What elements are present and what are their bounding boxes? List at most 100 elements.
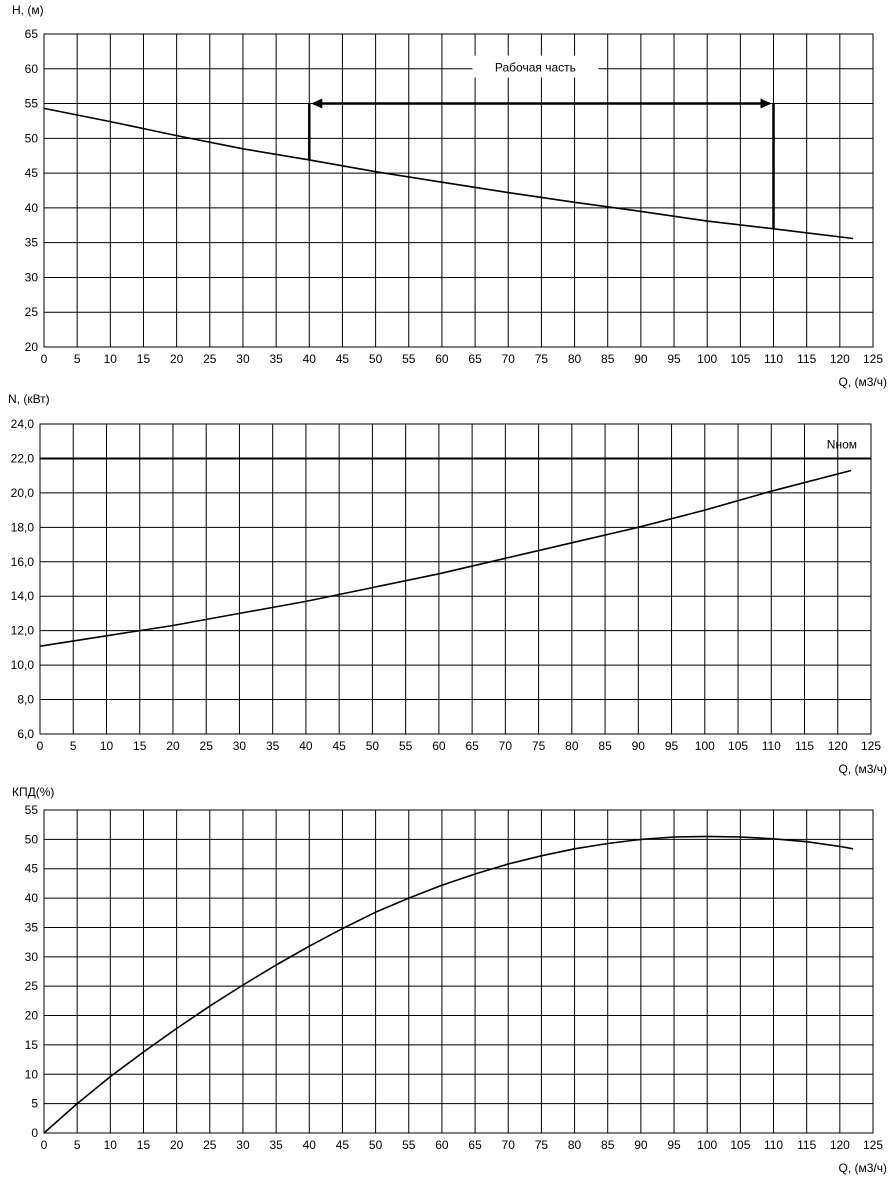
y-tick-label: 10,0 [11,658,35,672]
x-tick-label: 70 [502,352,516,366]
x-tick-label: 100 [697,352,717,366]
x-tick-label: 50 [366,739,380,753]
y-tick-label: 5 [31,1097,38,1111]
working-range-label-bg [472,55,599,78]
x-tick-label: 0 [41,1138,48,1152]
x-tick-label: 90 [634,352,648,366]
x-tick-label: 40 [299,739,313,753]
chart-3: 0 5 10 15 20 25 30 35 40 45 50 55 60 65 70 75 80 85 90 95 10… [12,785,887,1175]
y-tick-label: 60 [25,62,39,76]
y-tick-label: 22,0 [11,451,35,465]
x-tick-label: 125 [861,739,881,753]
x-tick-label: 105 [728,739,748,753]
y-tick-label: 30 [25,950,39,964]
y-tick-label: 55 [25,803,39,817]
x-tick-label: 40 [303,1138,317,1152]
x-tick-label: 120 [828,739,848,753]
y-tick-label: 20 [25,1009,39,1023]
x-tick-label: 80 [568,352,582,366]
x-tick-label: 95 [667,352,681,366]
x-tick-label: 40 [303,352,317,366]
x-tick-label: 100 [695,739,715,753]
x-tick-label: 25 [203,352,217,366]
x-tick-label: 120 [830,352,850,366]
x-tick-label: 90 [632,739,646,753]
y-tick-label: 65 [25,27,39,41]
x-tick-label: 60 [432,739,446,753]
working-range-label: Рабочая часть [495,61,576,75]
x-tick-label: 35 [266,739,280,753]
y-tick-label: 50 [25,131,39,145]
x-tick-label: 60 [435,1138,449,1152]
y-tick-label: 15 [25,1038,39,1052]
x-tick-label: 95 [667,1138,681,1152]
x-tick-label: 25 [203,1138,217,1152]
x-tick-label: 20 [170,1138,184,1152]
x-tick-label: 75 [535,352,549,366]
x-tick-label: 0 [37,739,44,753]
x-tick-label: 0 [41,352,48,366]
reference-line-label: Nном [827,437,857,451]
y-tick-label: 20,0 [11,486,35,500]
plot-frame [43,809,874,1134]
x-tick-label: 5 [74,1138,81,1152]
x-tick-label: 85 [601,1138,615,1152]
y-tick-label: 45 [25,862,39,876]
x-tick-label: 100 [697,1138,717,1152]
x-tick-label: 30 [233,739,247,753]
x-axis-label: Q, (м3/ч) [838,1161,887,1175]
x-tick-label: 65 [468,1138,482,1152]
chart-1: 0 5 10 15 20 25 30 35 40 45 50 55 60 65 70 75 80 85 90 95 10… [12,3,887,389]
x-tick-label: 10 [104,352,118,366]
x-tick-label: 125 [863,352,883,366]
y-tick-label: 40 [25,201,39,215]
x-tick-label: 65 [468,352,482,366]
x-tick-label: 45 [336,1138,350,1152]
x-tick-label: 10 [100,739,114,753]
x-tick-label: 80 [565,739,579,753]
y-tick-label: 20 [25,340,39,354]
x-tick-label: 60 [435,352,449,366]
x-tick-label: 115 [795,739,814,753]
y-tick-label: 16,0 [11,555,35,569]
y-tick-label: 25 [25,305,39,319]
x-tick-label: 110 [764,1138,783,1152]
x-tick-label: 15 [133,739,147,753]
x-tick-label: 110 [762,739,781,753]
x-tick-label: 5 [70,739,77,753]
x-axis-label: Q, (м3/ч) [838,375,887,389]
y-tick-label: 14,0 [11,589,35,603]
y-tick-label: 10 [25,1067,39,1081]
y-tick-label: 40 [25,891,39,905]
x-tick-label: 15 [137,352,151,366]
x-tick-label: 95 [665,739,679,753]
x-tick-label: 20 [170,352,184,366]
x-tick-label: 90 [634,1138,648,1152]
y-tick-label: 12,0 [11,624,35,638]
x-tick-label: 125 [863,1138,883,1152]
x-tick-label: 80 [568,1138,582,1152]
arrowhead-left-icon [311,98,323,109]
x-tick-label: 45 [332,739,346,753]
y-tick-label: 0 [31,1126,38,1140]
y-tick-label: 35 [25,920,39,934]
y-tick-label: 30 [25,270,39,284]
y-tick-label: 25 [25,979,39,993]
y-tick-label: 18,0 [11,520,35,534]
x-tick-label: 105 [730,1138,750,1152]
x-tick-label: 85 [601,352,615,366]
x-tick-label: 70 [499,739,513,753]
x-tick-label: 50 [369,1138,383,1152]
arrowhead-right-icon [760,98,772,109]
y-tick-label: 50 [25,832,39,846]
x-tick-label: 75 [532,739,546,753]
x-tick-label: 15 [137,1138,151,1152]
x-tick-label: 30 [236,352,250,366]
y-tick-label: 35 [25,236,39,250]
x-tick-label: 55 [402,352,416,366]
series-line-1 [43,107,854,240]
x-tick-label: 115 [797,352,816,366]
x-tick-label: 25 [200,739,214,753]
